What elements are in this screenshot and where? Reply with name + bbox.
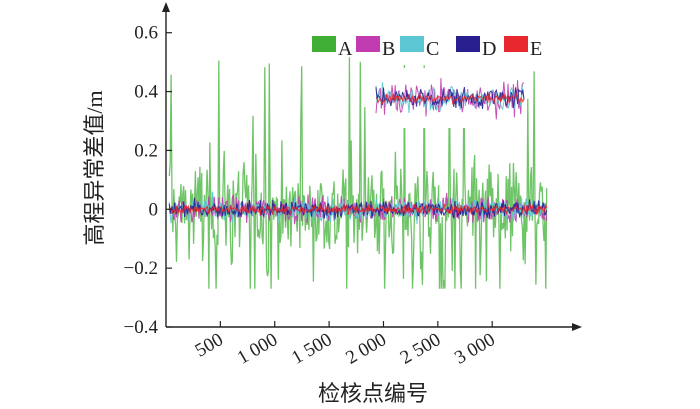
- legend-label-c: C: [426, 38, 439, 60]
- legend-swatch-d: [456, 36, 480, 52]
- y-tick-label: −0.2: [124, 258, 158, 279]
- inset-zoom: [375, 68, 525, 128]
- inset-series-d-line: [375, 86, 525, 109]
- y-axis-label: 高程异常差值/m: [82, 90, 107, 245]
- legend-label-e: E: [530, 38, 542, 60]
- series-c-line: [168, 191, 547, 225]
- x-tick-label: 3 000: [451, 329, 499, 369]
- x-tick-label: 1 000: [234, 329, 282, 369]
- legend-swatch-b: [356, 36, 380, 52]
- inset-series-e-line: [375, 92, 525, 106]
- y-tick-label: 0: [149, 199, 159, 220]
- legend-label-a: A: [338, 38, 353, 60]
- y-tick-label: 0.2: [134, 140, 158, 161]
- legend-swatch-c: [400, 36, 424, 52]
- legend-swatch-a: [312, 36, 336, 52]
- x-axis-label: 检核点编号: [318, 381, 428, 406]
- legend: A B C D E: [312, 36, 542, 60]
- y-tick-label: −0.4: [124, 317, 159, 338]
- x-tick-label: 2 500: [397, 329, 445, 369]
- plot-lines: [168, 57, 548, 289]
- legend-label-b: B: [382, 38, 395, 60]
- series-e-line: [168, 203, 548, 216]
- x-axis-arrow: [572, 323, 582, 331]
- legend-swatch-e: [504, 36, 528, 52]
- x-tick-label: 1 500: [288, 329, 336, 369]
- inset-series-c-line: [375, 81, 525, 114]
- axes: [162, 2, 582, 331]
- y-tick-label: 0.6: [134, 23, 158, 44]
- series-d-line: [168, 197, 548, 220]
- legend-label-d: D: [482, 38, 496, 60]
- y-tick-label: 0.4: [134, 82, 158, 103]
- x-tick-label: 2 000: [342, 329, 390, 369]
- y-axis-arrow: [162, 2, 170, 12]
- x-tick-label: 500: [192, 329, 227, 361]
